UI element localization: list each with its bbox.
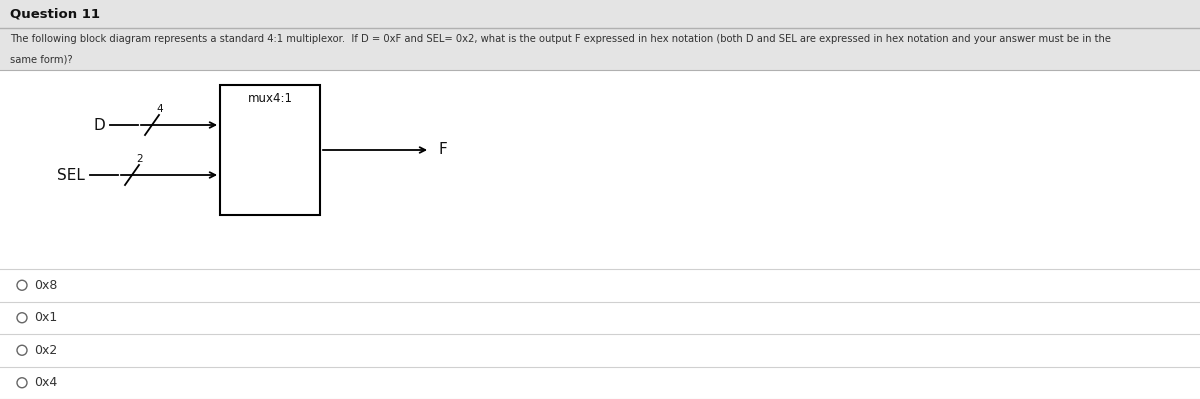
Circle shape [17, 280, 28, 290]
Text: The following block diagram represents a standard 4:1 multiplexor.  If D = 0xF a: The following block diagram represents a… [10, 34, 1111, 44]
Circle shape [17, 378, 28, 388]
Text: 0x8: 0x8 [34, 279, 58, 292]
Bar [220, 85, 320, 215]
Text: SEL: SEL [58, 168, 85, 182]
Text: 0x2: 0x2 [34, 344, 58, 357]
Text: 0x4: 0x4 [34, 376, 58, 389]
Text: 4: 4 [156, 104, 163, 114]
Text: D: D [94, 117, 106, 132]
Text: same form)?: same form)? [10, 54, 73, 64]
Bar [0, 0, 1200, 28]
Text: Question 11: Question 11 [10, 8, 100, 20]
Text: 2: 2 [136, 154, 143, 164]
Text: 0x1: 0x1 [34, 311, 58, 324]
Text: mux4:1: mux4:1 [247, 93, 293, 105]
Circle shape [17, 345, 28, 355]
Text: F: F [438, 142, 446, 158]
Circle shape [17, 313, 28, 323]
Bar [0, 28, 1200, 70]
